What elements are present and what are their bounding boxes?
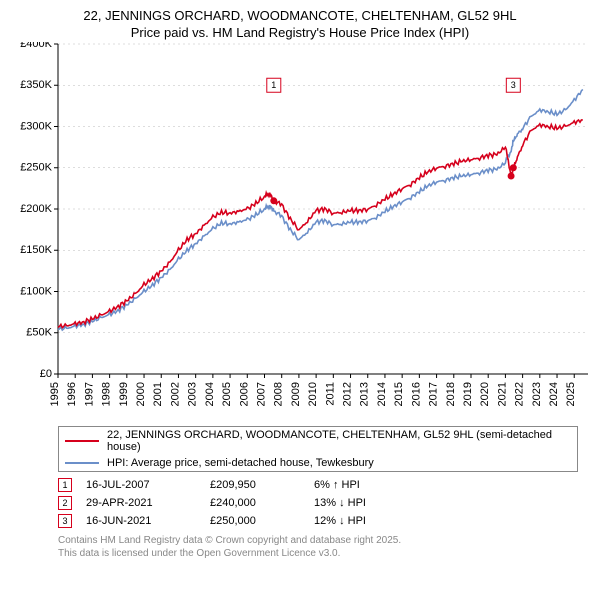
footer-line-2: This data is licensed under the Open Gov… [58, 547, 590, 560]
svg-text:2006: 2006 [238, 382, 250, 406]
svg-text:£300K: £300K [20, 120, 52, 132]
svg-text:2014: 2014 [376, 382, 388, 406]
footer-line-1: Contains HM Land Registry data © Crown c… [58, 534, 590, 547]
svg-text:2008: 2008 [273, 382, 285, 406]
data-attribution: Contains HM Land Registry data © Crown c… [58, 534, 590, 560]
svg-text:2015: 2015 [393, 382, 405, 406]
svg-text:2025: 2025 [565, 382, 577, 406]
svg-text:1999: 1999 [118, 382, 130, 406]
svg-text:2022: 2022 [514, 382, 526, 406]
legend: 22, JENNINGS ORCHARD, WOODMANCOTE, CHELT… [58, 426, 578, 472]
event-marker: 3 [58, 514, 72, 528]
sale-event-row: 2 29-APR-2021 £240,000 13% ↓ HPI [58, 494, 578, 512]
svg-text:2003: 2003 [187, 382, 199, 406]
event-diff: 13% ↓ HPI [314, 497, 424, 509]
svg-text:£350K: £350K [20, 79, 52, 91]
svg-text:£0: £0 [40, 368, 52, 380]
svg-text:1996: 1996 [66, 382, 78, 406]
legend-label: HPI: Average price, semi-detached house,… [107, 457, 374, 469]
sale-event-row: 1 16-JUL-2007 £209,950 6% ↑ HPI [58, 476, 578, 494]
svg-text:2011: 2011 [324, 382, 336, 406]
svg-text:£50K: £50K [26, 326, 52, 338]
chart-container: 22, JENNINGS ORCHARD, WOODMANCOTE, CHELT… [0, 0, 600, 564]
event-marker: 1 [58, 478, 72, 492]
svg-text:1: 1 [271, 80, 276, 90]
svg-text:£400K: £400K [20, 42, 52, 50]
event-date: 16-JUL-2007 [86, 479, 196, 491]
svg-text:2004: 2004 [204, 382, 216, 406]
svg-text:2021: 2021 [496, 382, 508, 406]
svg-text:£250K: £250K [20, 161, 52, 173]
legend-label: 22, JENNINGS ORCHARD, WOODMANCOTE, CHELT… [107, 429, 571, 453]
svg-text:3: 3 [511, 80, 516, 90]
svg-text:2017: 2017 [428, 382, 440, 406]
svg-text:2016: 2016 [410, 382, 422, 406]
title-subtitle: Price paid vs. HM Land Registry's House … [10, 25, 590, 42]
svg-text:2007: 2007 [255, 382, 267, 406]
svg-text:2018: 2018 [445, 382, 457, 406]
svg-text:2002: 2002 [169, 382, 181, 406]
legend-row: HPI: Average price, semi-detached house,… [59, 455, 577, 471]
svg-text:£150K: £150K [20, 244, 52, 256]
event-price: £240,000 [210, 497, 300, 509]
svg-text:2020: 2020 [479, 382, 491, 406]
svg-text:£200K: £200K [20, 203, 52, 215]
svg-text:1998: 1998 [101, 382, 113, 406]
svg-text:2005: 2005 [221, 382, 233, 406]
event-date: 16-JUN-2021 [86, 515, 196, 527]
sale-event-row: 3 16-JUN-2021 £250,000 12% ↓ HPI [58, 512, 578, 530]
svg-text:2024: 2024 [548, 382, 560, 406]
svg-text:2000: 2000 [135, 382, 147, 406]
price-chart: £0 £50K £100K £150K £200K £250K £300K £350K £400… [10, 42, 590, 420]
event-diff: 12% ↓ HPI [314, 515, 424, 527]
svg-text:2019: 2019 [462, 382, 474, 406]
legend-row: 22, JENNINGS ORCHARD, WOODMANCOTE, CHELT… [59, 427, 577, 455]
svg-text:2013: 2013 [359, 382, 371, 406]
event-diff: 6% ↑ HPI [314, 479, 424, 491]
event-price: £250,000 [210, 515, 300, 527]
svg-text:2001: 2001 [152, 382, 164, 406]
legend-swatch [65, 462, 99, 464]
sale-events-table: 1 16-JUL-2007 £209,950 6% ↑ HPI 2 29-APR-2021… [58, 476, 578, 530]
legend-swatch [65, 440, 99, 442]
svg-text:2023: 2023 [531, 382, 543, 406]
svg-text:2009: 2009 [290, 382, 302, 406]
svg-text:1995: 1995 [49, 382, 61, 406]
event-price: £209,950 [210, 479, 300, 491]
event-date: 29-APR-2021 [86, 497, 196, 509]
svg-text:2012: 2012 [342, 382, 354, 406]
svg-text:2010: 2010 [307, 382, 319, 406]
svg-text:1997: 1997 [83, 382, 95, 406]
event-marker: 2 [58, 496, 72, 510]
svg-text:£100K: £100K [20, 285, 52, 297]
title-address: 22, JENNINGS ORCHARD, WOODMANCOTE, CHELT… [10, 8, 590, 25]
